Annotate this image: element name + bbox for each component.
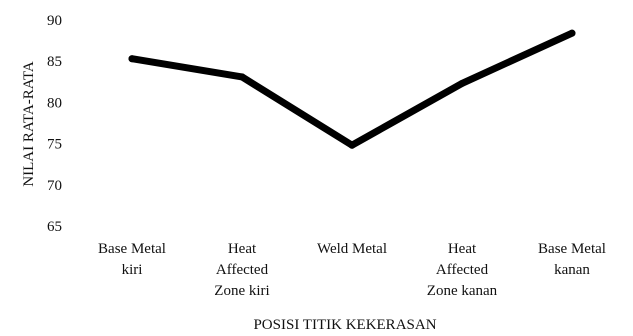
x-tick-label: Base Metal kanan xyxy=(538,241,606,278)
data-point xyxy=(568,29,576,37)
series-line xyxy=(128,29,576,149)
x-axis-categories: Base Metal kiri Heat Affected Zone kiri Weld … xyxy=(98,241,606,299)
data-point xyxy=(128,55,136,63)
y-tick-label: 80 xyxy=(47,95,62,111)
x-tick-label: Heat Affected Zone kanan xyxy=(427,241,498,299)
x-tick-label: Weld Metal xyxy=(317,241,387,257)
data-point xyxy=(348,141,356,149)
y-axis-label: NILAI RATA-RATA xyxy=(21,61,37,187)
y-tick-label: 70 xyxy=(47,178,62,194)
plot-area xyxy=(128,29,576,149)
y-tick-label: 65 xyxy=(47,219,62,235)
y-tick-label: 75 xyxy=(47,137,62,153)
x-axis-label: POSISI TITIK KEKERASAN xyxy=(253,317,436,333)
data-point xyxy=(458,79,466,87)
data-point xyxy=(238,73,246,81)
x-tick-label: Heat Affected Zone kiri xyxy=(214,241,269,299)
x-tick-label: Base Metal kiri xyxy=(98,241,166,278)
y-axis-ticks: 65 70 75 80 85 90 xyxy=(47,13,62,235)
y-tick-label: 90 xyxy=(47,13,62,29)
y-tick-label: 85 xyxy=(47,54,62,70)
